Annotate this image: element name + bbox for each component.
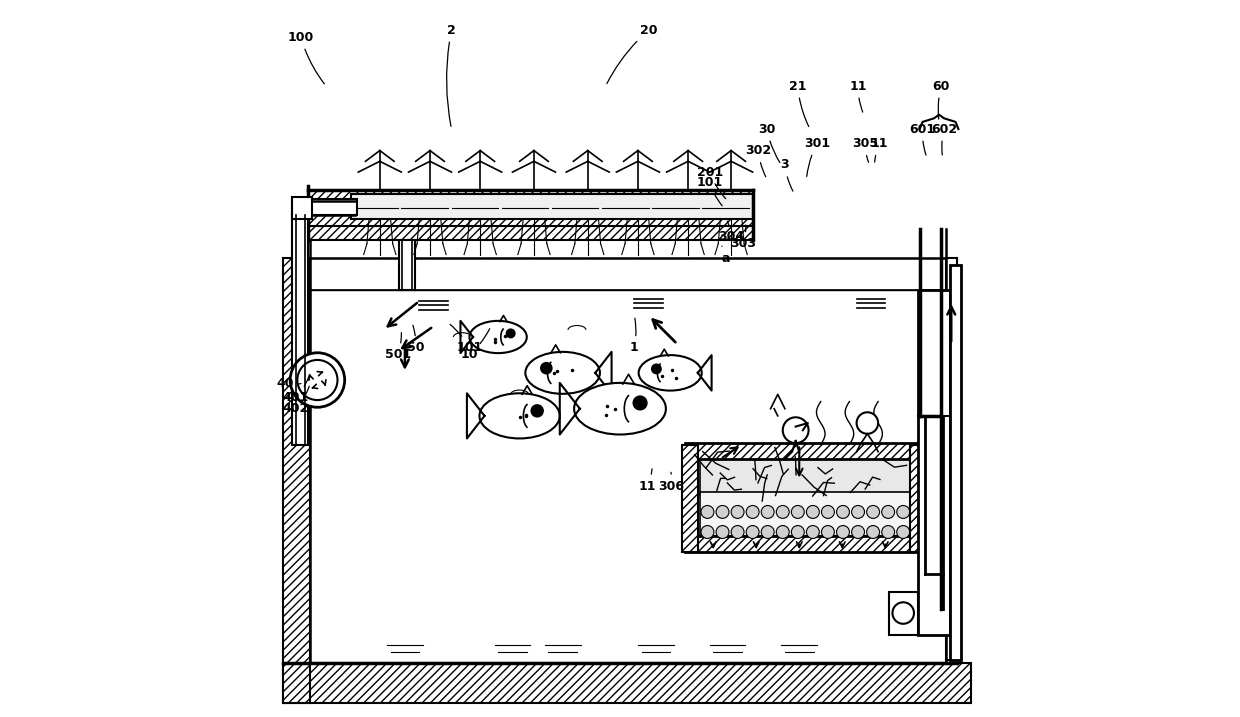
Circle shape xyxy=(806,505,820,518)
Text: 602: 602 xyxy=(931,123,957,155)
Bar xyxy=(701,455,911,495)
Text: 2: 2 xyxy=(446,24,456,126)
Bar xyxy=(946,258,957,660)
Circle shape xyxy=(882,526,894,538)
Bar xyxy=(293,215,308,445)
Circle shape xyxy=(732,505,744,518)
Text: 101: 101 xyxy=(450,324,482,354)
Circle shape xyxy=(701,526,714,538)
Bar xyxy=(308,190,753,229)
Circle shape xyxy=(715,505,729,518)
Text: 302: 302 xyxy=(745,144,771,177)
Circle shape xyxy=(531,405,543,417)
Circle shape xyxy=(806,526,820,538)
Ellipse shape xyxy=(470,321,527,353)
Text: 1: 1 xyxy=(630,318,639,354)
Text: 305: 305 xyxy=(852,137,878,162)
Circle shape xyxy=(746,526,759,538)
Text: 306: 306 xyxy=(658,473,684,493)
Circle shape xyxy=(893,602,914,624)
Text: 20: 20 xyxy=(606,24,657,84)
Bar xyxy=(682,445,698,552)
Text: 402: 402 xyxy=(283,386,309,415)
Ellipse shape xyxy=(526,352,600,394)
Circle shape xyxy=(634,396,647,410)
Bar xyxy=(351,194,753,219)
Bar xyxy=(918,290,950,635)
Bar xyxy=(283,258,310,703)
Circle shape xyxy=(897,526,910,538)
Circle shape xyxy=(652,364,661,374)
Circle shape xyxy=(852,526,864,538)
Text: 304: 304 xyxy=(718,221,744,243)
Text: 11: 11 xyxy=(870,137,888,162)
Text: 40: 40 xyxy=(277,377,301,390)
Circle shape xyxy=(837,505,849,518)
Circle shape xyxy=(882,505,894,518)
Text: 303: 303 xyxy=(730,225,756,250)
Bar xyxy=(950,265,961,660)
Circle shape xyxy=(837,526,849,538)
Circle shape xyxy=(867,505,879,518)
Circle shape xyxy=(290,353,345,407)
Text: 101: 101 xyxy=(697,176,723,206)
Bar xyxy=(293,199,357,215)
Bar xyxy=(910,445,926,552)
Circle shape xyxy=(541,363,552,374)
Circle shape xyxy=(746,505,759,518)
Text: 30: 30 xyxy=(759,123,780,163)
Bar xyxy=(399,240,415,290)
Circle shape xyxy=(791,505,805,518)
Circle shape xyxy=(857,412,878,434)
Bar xyxy=(293,197,312,219)
Text: 11: 11 xyxy=(849,80,867,112)
Circle shape xyxy=(701,505,714,518)
Text: 100: 100 xyxy=(288,31,325,84)
Text: a: a xyxy=(722,246,730,265)
Circle shape xyxy=(776,505,789,518)
Circle shape xyxy=(776,526,789,538)
Text: 301: 301 xyxy=(804,137,831,176)
Text: 21: 21 xyxy=(789,80,808,127)
Circle shape xyxy=(732,526,744,538)
Circle shape xyxy=(852,505,864,518)
Text: 11: 11 xyxy=(639,469,656,493)
Text: 60: 60 xyxy=(932,80,950,119)
Bar xyxy=(889,592,918,635)
Bar xyxy=(684,443,925,459)
Text: 10: 10 xyxy=(461,328,490,361)
Bar xyxy=(701,492,911,536)
Ellipse shape xyxy=(480,393,559,439)
Circle shape xyxy=(761,526,774,538)
Bar xyxy=(308,226,753,240)
Circle shape xyxy=(867,526,879,538)
Circle shape xyxy=(506,329,515,338)
Text: 601: 601 xyxy=(909,123,936,155)
Circle shape xyxy=(897,505,910,518)
Bar xyxy=(283,663,971,703)
Circle shape xyxy=(761,505,774,518)
Text: 201: 201 xyxy=(697,166,725,199)
Text: 3: 3 xyxy=(781,158,792,191)
Circle shape xyxy=(782,417,808,443)
Ellipse shape xyxy=(639,355,702,391)
Text: 501: 501 xyxy=(384,333,410,361)
Text: 401: 401 xyxy=(283,376,309,404)
Bar xyxy=(684,536,925,552)
Circle shape xyxy=(791,526,805,538)
Circle shape xyxy=(821,526,835,538)
Circle shape xyxy=(715,526,729,538)
Ellipse shape xyxy=(574,383,666,435)
Circle shape xyxy=(821,505,835,518)
Text: 50: 50 xyxy=(407,326,424,354)
